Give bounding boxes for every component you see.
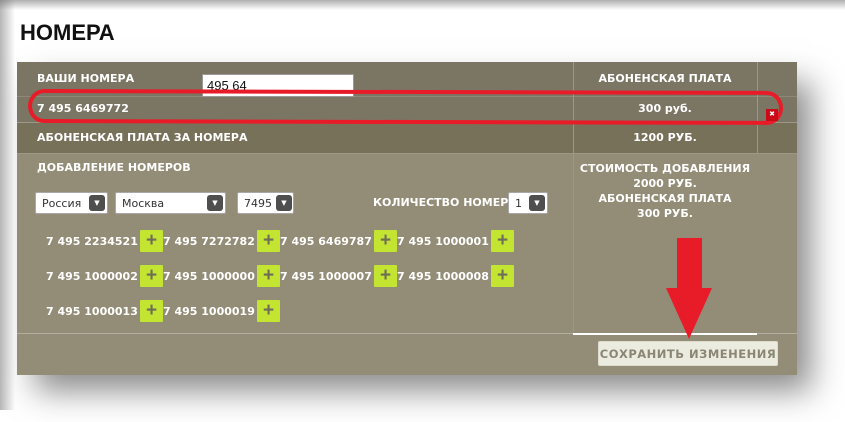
add-number-button[interactable]: + — [374, 265, 397, 287]
available-number-item: 7 495 1000013 + — [46, 300, 163, 322]
available-number-label: 7 495 1000001 — [397, 234, 489, 248]
table-header-row — [17, 62, 797, 96]
column-divider — [757, 62, 758, 153]
plus-icon: + — [262, 230, 275, 251]
available-number-label: 7 495 6469787 — [280, 234, 372, 248]
available-number-item: 7 495 6469787 + — [280, 230, 397, 252]
table-total-row — [17, 122, 797, 153]
column-divider — [573, 62, 574, 334]
chevron-down-icon: ▼ — [89, 195, 105, 211]
summary-line: СТОИМОСТЬ ДОБАВЛЕНИЯ — [579, 162, 751, 175]
quantity-label: КОЛИЧЕСТВО НОМЕРОВ: — [373, 196, 531, 209]
add-number-button[interactable]: + — [491, 230, 514, 252]
summary-line: 2000 РУБ. — [633, 177, 697, 190]
page-shadow-left — [0, 0, 15, 410]
plus-icon: + — [496, 230, 509, 251]
add-number-button[interactable]: + — [257, 265, 280, 287]
add-number-button[interactable]: + — [374, 230, 397, 252]
available-number-item: 7 495 1000008 + — [397, 265, 514, 287]
add-number-button[interactable]: + — [257, 230, 280, 252]
available-number-item: 7 495 2234521 + — [46, 230, 163, 252]
available-number-label: 7 495 7272782 — [163, 234, 255, 248]
available-number-item: 7 495 7272782 + — [163, 230, 280, 252]
plus-icon: + — [496, 265, 509, 286]
plus-icon: + — [262, 300, 275, 321]
page-title: НОМЕРА — [20, 20, 115, 45]
add-numbers-title: ДОБАВЛЕНИЕ НОМЕРОВ — [37, 161, 191, 174]
page-shadow-top — [0, 0, 845, 10]
remove-number-button[interactable]: ✖ — [766, 109, 778, 121]
row-divider — [17, 153, 797, 154]
available-numbers-grid: 7 495 2234521 + 7 495 7272782 + 7 495 64… — [46, 230, 514, 322]
country-select[interactable]: Россия ▼ — [35, 192, 108, 214]
available-number-label: 7 495 1000019 — [163, 304, 255, 318]
fee-column-header: АБОНЕНСКАЯ ПЛАТА — [598, 72, 732, 85]
city-select[interactable]: Москва ▼ — [115, 192, 226, 214]
cost-summary: СТОИМОСТЬ ДОБАВЛЕНИЯ 2000 РУБ. АБОНЕНСКА… — [573, 161, 757, 221]
add-number-button[interactable]: + — [140, 230, 163, 252]
add-number-button[interactable]: + — [257, 300, 280, 322]
total-fee-label: АБОНЕНСКАЯ ПЛАТА ЗА НОМЕРА — [37, 131, 248, 144]
add-number-button[interactable]: + — [140, 300, 163, 322]
plus-icon: + — [262, 265, 275, 286]
number-filter-input[interactable] — [202, 74, 354, 97]
your-numbers-label: ВАШИ НОМЕРА — [37, 72, 135, 85]
chevron-down-icon: ▼ — [276, 195, 292, 211]
available-number-item: 7 495 1000002 + — [46, 265, 163, 287]
available-number-item: 7 495 1000019 + — [163, 300, 280, 322]
summary-line: АБОНЕНСКАЯ ПЛАТА — [598, 192, 732, 205]
city-select-value: Москва — [122, 196, 165, 210]
row-divider — [17, 96, 797, 97]
plus-icon: + — [379, 230, 392, 251]
save-changes-button[interactable]: СОХРАНИТЬ ИЗМЕНЕНИЯ — [598, 341, 778, 366]
total-fee-value: 1200 РУБ. — [633, 131, 697, 144]
available-number-label: 7 495 1000008 — [397, 269, 489, 283]
chevron-down-icon: ▼ — [207, 195, 223, 211]
available-number-label: 7 495 1000002 — [46, 269, 138, 283]
available-number-label: 7 495 1000000 — [163, 269, 255, 283]
available-number-label: 7 495 1000013 — [46, 304, 138, 318]
numbers-panel: ВАШИ НОМЕРА АБОНЕНСКАЯ ПЛАТА 7 495 64697… — [17, 62, 797, 375]
table-number-row — [17, 96, 797, 122]
available-number-label: 7 495 2234521 — [46, 234, 138, 248]
annotation-arrow-head-icon — [666, 288, 712, 339]
close-icon: ✖ — [769, 111, 775, 118]
plus-icon: + — [379, 265, 392, 286]
summary-line: 300 РУБ. — [637, 207, 693, 220]
plus-icon: + — [145, 265, 158, 286]
quantity-select[interactable]: 1 ▼ — [508, 192, 548, 214]
owned-number: 7 495 6469772 — [37, 102, 129, 115]
available-number-item: 7 495 1000001 + — [397, 230, 514, 252]
area-code-select-value: 7495 — [244, 196, 272, 210]
add-number-button[interactable]: + — [491, 265, 514, 287]
area-code-select[interactable]: 7495 ▼ — [237, 192, 294, 214]
annotation-circle — [27, 89, 784, 125]
available-number-label: 7 495 1000007 — [280, 269, 372, 283]
plus-icon: + — [145, 230, 158, 251]
available-number-item: 7 495 1000007 + — [280, 265, 397, 287]
add-number-button[interactable]: + — [140, 265, 163, 287]
row-divider — [17, 122, 797, 123]
bottom-divider — [17, 333, 797, 334]
owned-number-fee: 300 руб. — [638, 102, 692, 115]
summary-underline — [573, 333, 757, 335]
country-select-value: Россия — [42, 196, 82, 210]
chevron-down-icon: ▼ — [529, 195, 545, 211]
annotation-arrow-down-icon — [677, 238, 702, 289]
available-number-item: 7 495 1000000 + — [163, 265, 280, 287]
plus-icon: + — [145, 300, 158, 321]
quantity-select-value: 1 — [515, 196, 522, 210]
